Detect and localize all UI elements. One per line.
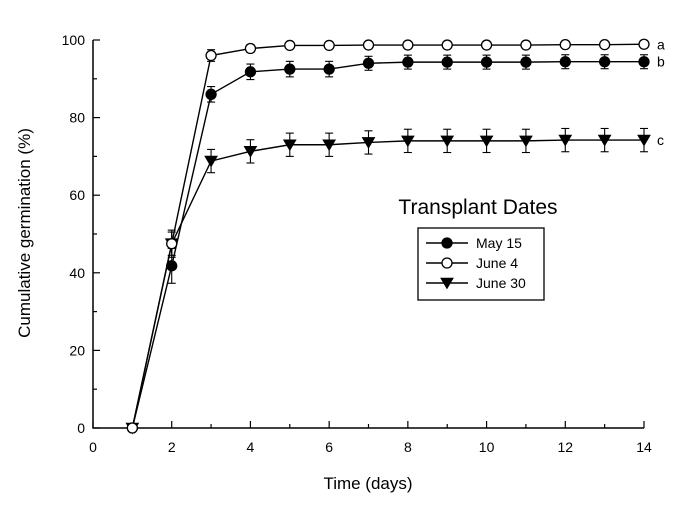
data-point (166, 238, 178, 250)
x-tick-label: 14 (636, 439, 652, 455)
series-may-15: b (126, 54, 665, 434)
data-point (205, 88, 217, 100)
data-point (284, 63, 296, 75)
y-axis-title: Cumulative germination (%) (15, 128, 34, 338)
legend-item: May 15 (426, 235, 522, 251)
data-point (361, 137, 376, 149)
data-point (480, 39, 493, 51)
data-point (559, 56, 571, 68)
x-tick-label: 4 (247, 439, 255, 455)
data-point (520, 39, 532, 51)
axes: 0 20 40 60 80 100 0 2 4 6 8 10 12 14 (62, 32, 652, 455)
significance-letter: c (657, 132, 664, 148)
data-point (323, 63, 335, 75)
data-point (362, 57, 375, 69)
data-point (559, 39, 571, 51)
legend-marker (440, 277, 454, 290)
data-point (479, 135, 494, 148)
series-line (131, 139, 644, 429)
legend-box (417, 227, 545, 301)
data-point (204, 155, 218, 168)
series-line (131, 43, 645, 429)
legend-title: Transplant Dates (398, 196, 557, 219)
data-point (284, 39, 296, 52)
data-point (558, 134, 573, 147)
x-tick-label: 6 (325, 439, 333, 455)
legend-item: June 4 (426, 255, 518, 271)
legend: Transplant Dates May 15 June 4 June 30 (398, 196, 558, 301)
data-point (598, 39, 611, 51)
x-tick-label: 12 (557, 439, 573, 455)
x-tick-label: 10 (479, 439, 495, 455)
data-point (322, 139, 337, 152)
data-point (244, 66, 257, 78)
legend-marker (441, 237, 453, 249)
y-tick-label: 20 (69, 342, 85, 358)
legend-label: June 30 (476, 275, 526, 291)
data-point (441, 39, 453, 51)
series-line (131, 61, 644, 429)
data-point (323, 39, 335, 52)
data-point (362, 39, 375, 51)
data-point (282, 139, 297, 152)
x-tick-label: 2 (168, 439, 176, 455)
y-tick-label: 0 (77, 420, 85, 436)
y-tick-label: 40 (69, 265, 85, 281)
significance-letter: b (657, 54, 665, 70)
series-layer: c ba (125, 36, 665, 435)
data-point (402, 39, 414, 51)
legend-marker (441, 257, 453, 269)
data-point (597, 134, 612, 147)
data-point (519, 135, 533, 148)
data-point (243, 146, 258, 158)
legend-label: May 15 (476, 235, 522, 251)
data-point (598, 56, 611, 68)
data-point (480, 56, 493, 68)
data-point (440, 135, 455, 148)
y-tick-label: 100 (62, 32, 86, 48)
y-tick-label: 80 (69, 110, 85, 126)
legend-item: June 30 (426, 275, 526, 291)
y-tick-label: 60 (69, 187, 85, 203)
data-point (638, 38, 650, 50)
data-point (441, 56, 453, 68)
data-point (638, 56, 650, 68)
series-june-30: c (125, 127, 664, 435)
data-point (520, 56, 532, 68)
legend-label: June 4 (476, 255, 518, 271)
significance-letter: a (657, 36, 665, 52)
data-point (402, 56, 414, 68)
data-point (205, 49, 217, 62)
x-tick-label: 8 (404, 439, 412, 455)
data-point (637, 134, 651, 147)
data-point (244, 42, 257, 55)
data-point (400, 135, 415, 148)
x-tick-label: 0 (89, 439, 97, 455)
series-june-4: a (126, 36, 665, 434)
data-point (126, 422, 139, 434)
x-axis-title: Time (days) (323, 474, 412, 493)
